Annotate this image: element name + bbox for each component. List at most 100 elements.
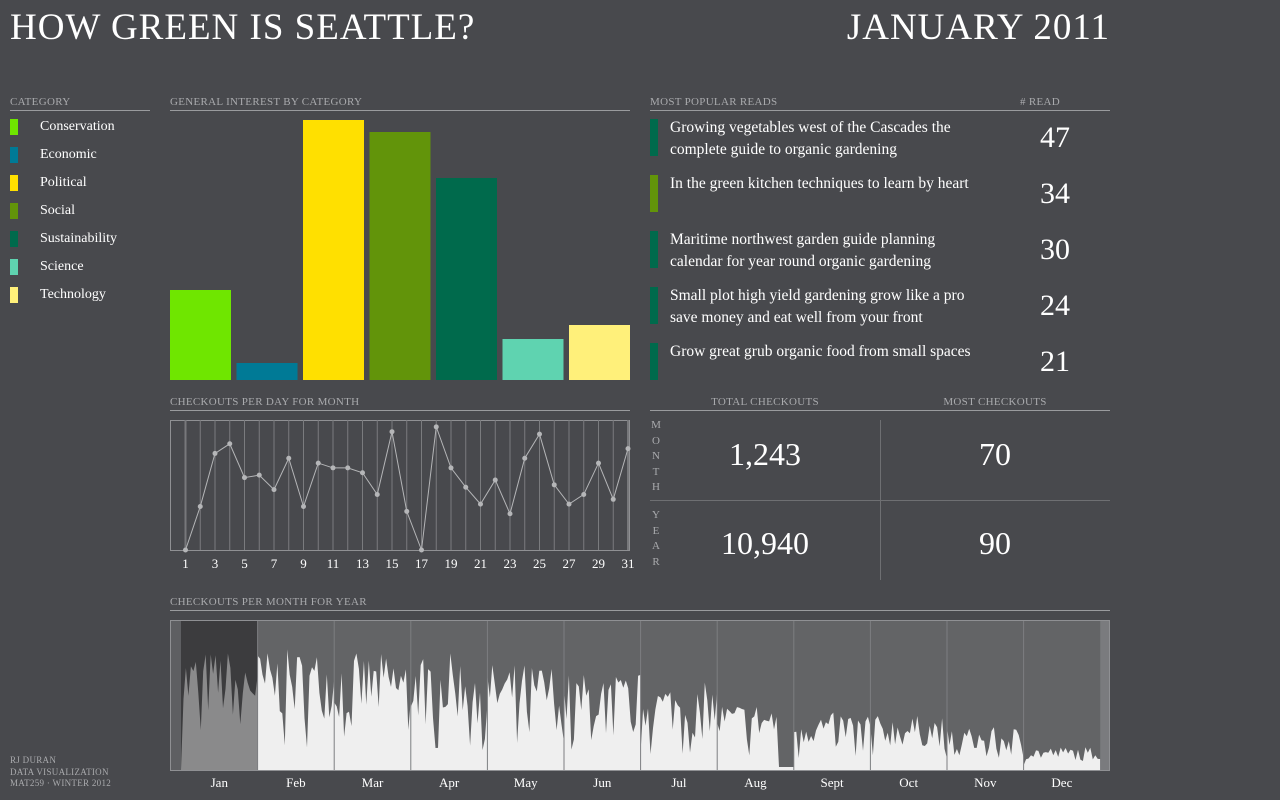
list-item[interactable]: Growing vegetables west of the Cascades … [650,117,1110,167]
data-point[interactable] [242,475,247,481]
month-area-aug [717,706,794,770]
data-point[interactable] [492,477,498,483]
x-tick-label: 19 [445,556,458,571]
x-tick-label: 21 [474,556,487,571]
bar-economic[interactable] [236,363,298,380]
color-swatch [10,119,18,135]
vertical-letter: O [652,434,660,447]
data-point[interactable] [596,460,601,466]
data-point[interactable] [478,501,483,507]
x-tick-label: 25 [533,556,546,571]
bar-sustainability[interactable] [436,178,497,380]
data-point[interactable] [507,511,513,517]
data-point[interactable] [183,547,188,553]
data-point[interactable] [197,504,203,510]
month-band-nov[interactable] [947,621,1024,770]
vertical-letter: A [652,540,660,552]
read-count: 21 [1040,345,1070,378]
data-point[interactable] [404,508,410,514]
divider [10,110,150,111]
data-point[interactable] [301,504,306,510]
color-swatch [10,287,18,303]
bar-political[interactable] [303,120,364,380]
x-tick-label: 15 [386,556,399,571]
divider [170,610,1110,611]
bar-technology[interactable] [569,325,630,380]
daily-checkouts-chart: 1 3 5 7 9 11 13 15 17 19 21 23 25 27 29 31 [170,420,635,571]
read-count: 47 [1040,121,1070,154]
category-swatch [650,287,658,324]
data-point[interactable] [433,424,439,430]
list-item[interactable]: Maritime northwest garden guide planning… [650,229,1110,279]
bar-conservation[interactable] [170,290,231,380]
list-item[interactable]: Grow great grub organic food from small … [650,341,1110,391]
chart-edge [1100,621,1109,770]
data-point[interactable] [286,455,292,461]
color-swatch [10,147,18,163]
data-point[interactable] [419,547,424,553]
month-area-jul [640,682,718,770]
category-label: Conservation [40,119,115,134]
x-tick-label: 1 [182,556,189,571]
credit-course: DATA VISUALIZATION [10,766,109,777]
data-point[interactable] [212,450,218,456]
month-label: May [514,775,538,790]
divider [650,410,1110,411]
data-point[interactable] [315,460,321,466]
data-point[interactable] [271,487,277,493]
bar-science[interactable] [502,339,564,380]
data-point[interactable] [360,470,365,476]
vertical-letter: H [652,481,660,493]
data-point[interactable] [345,465,351,471]
data-point[interactable] [463,484,469,490]
x-tick-label: 17 [415,556,429,571]
data-point[interactable] [227,441,233,447]
month-band-dec[interactable] [1023,621,1101,770]
total-checkouts-heading: TOTAL CHECKOUTS [711,396,819,408]
book-title: Growing vegetables west of the Cascades … [670,119,951,158]
data-point[interactable] [522,455,528,461]
read-count: 24 [1040,289,1070,322]
month-label: Oct [899,775,918,790]
divider [650,500,1110,501]
data-point[interactable] [551,482,557,488]
category-label: Sustainability [40,231,117,246]
interest-bar-chart [170,120,630,380]
month-label: Apr [439,775,460,790]
month-label: Jul [671,775,687,790]
data-point[interactable] [610,496,616,502]
divider [650,110,1110,111]
bar-social[interactable] [369,132,431,380]
data-point[interactable] [625,446,631,452]
daily-chart-title: CHECKOUTS PER DAY FOR MONTH [170,396,360,408]
list-item[interactable]: Small plot high yield gardening grow lik… [650,285,1110,335]
vertical-letter: R [652,555,660,568]
page-title: HOW GREEN IS SEATTLE? [10,7,476,48]
month-label: Mar [362,775,384,790]
list-item[interactable]: In the green kitchen techniques to learn… [650,173,1110,223]
data-point[interactable] [256,472,262,478]
plot-frame [170,420,630,551]
data-point[interactable] [389,429,395,435]
data-point[interactable] [374,491,380,497]
month-label: Aug [744,775,767,790]
data-point[interactable] [581,491,587,497]
x-tick-label: 13 [356,556,369,571]
book-title: Grow great grub organic food from small … [670,343,971,360]
data-point[interactable] [330,465,336,471]
x-tick-label: 3 [212,556,219,571]
category-swatch [650,119,658,156]
month-area-jan [181,653,258,770]
category-label: Technology [40,287,106,302]
month-area-jun [564,674,641,770]
x-tick-label: 27 [563,556,577,571]
divider [170,410,630,411]
book-title: Maritime northwest garden guide planning… [670,231,936,270]
data-point[interactable] [566,501,572,507]
data-point[interactable] [537,431,542,437]
month-label: Sept [821,775,845,790]
data-point[interactable] [448,465,454,471]
year-total-value: 10,940 [721,525,809,561]
